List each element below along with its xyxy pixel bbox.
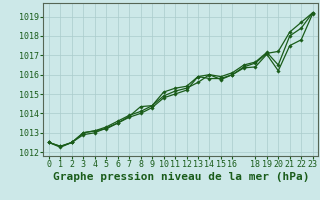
X-axis label: Graphe pression niveau de la mer (hPa): Graphe pression niveau de la mer (hPa) — [52, 172, 309, 182]
